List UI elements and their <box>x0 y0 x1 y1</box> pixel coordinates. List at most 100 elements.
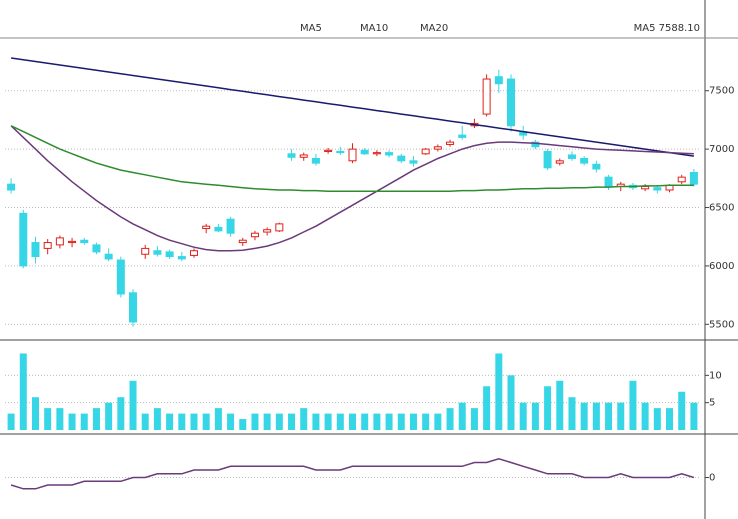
volume-bar <box>178 413 186 430</box>
volume-bar <box>263 413 271 430</box>
candle-body <box>226 218 235 234</box>
candle-body <box>153 250 162 255</box>
volume-bar <box>214 408 222 430</box>
volume-bar <box>434 413 442 430</box>
volume-bar <box>166 413 174 430</box>
candle-body <box>653 187 662 191</box>
volume-bar <box>251 413 259 430</box>
candle-body <box>677 176 686 183</box>
candle-body <box>372 152 381 155</box>
volume-bar <box>361 413 369 430</box>
candle-body <box>348 148 357 162</box>
candle-body <box>263 229 272 233</box>
candle-body <box>189 250 198 256</box>
candle-body <box>446 141 455 145</box>
volume-bar <box>397 413 405 430</box>
volume-bar <box>580 402 588 430</box>
candle-body <box>604 176 613 187</box>
candle-body <box>287 153 296 158</box>
candle-body <box>43 242 52 249</box>
legend-label: MA20 <box>420 23 448 34</box>
candle-body <box>324 149 333 152</box>
candle-body <box>580 157 589 164</box>
volume-bar <box>470 408 478 430</box>
volume-bar <box>7 413 15 430</box>
candle-body <box>360 149 369 155</box>
ma-line <box>10 125 694 192</box>
volume-bar <box>31 397 39 430</box>
volume-bar <box>568 397 576 430</box>
ma-line <box>10 57 695 157</box>
y-tick-label: 6500 <box>709 203 734 214</box>
volume-bar <box>605 402 613 430</box>
indicator-line <box>10 458 695 490</box>
volume-bar <box>239 419 247 430</box>
candle-body <box>104 253 113 260</box>
candle-body <box>19 212 28 267</box>
candle-body <box>567 154 576 159</box>
ma-line <box>10 125 694 252</box>
candle-body <box>214 226 223 232</box>
volume-bar <box>92 408 100 430</box>
volume-bar <box>190 413 198 430</box>
candle-body <box>543 150 552 169</box>
candle-body <box>165 251 174 258</box>
legend-label: MA10 <box>360 23 388 34</box>
chart-title: MA5 7588.10 <box>634 23 700 34</box>
candle-body <box>202 225 211 230</box>
volume-bar <box>507 375 515 430</box>
volume-bar <box>641 402 649 430</box>
y-tick-label: 10 <box>709 370 722 381</box>
volume-bar <box>519 402 527 430</box>
volume-bar <box>105 402 113 430</box>
volume-bar <box>495 353 503 430</box>
volume-bar <box>336 413 344 430</box>
volume-bar <box>117 397 125 430</box>
candle-body <box>116 259 125 295</box>
candle-body <box>494 76 503 85</box>
candle-body <box>177 256 186 260</box>
candle-body <box>250 232 259 238</box>
y-tick-label: 0 <box>709 473 715 484</box>
y-tick-label: 5 <box>709 398 715 409</box>
volume-bar <box>409 413 417 430</box>
y-tick-label: 7000 <box>709 144 734 155</box>
volume-bar <box>68 413 76 430</box>
candle-body <box>385 152 394 156</box>
candle-body <box>311 157 320 164</box>
candle-body <box>7 183 16 191</box>
volume-bar <box>544 386 552 430</box>
candle-body <box>68 240 77 244</box>
candle-body <box>336 150 345 154</box>
candle-body <box>31 242 40 258</box>
candle-body <box>397 155 406 162</box>
volume-bar <box>458 402 466 430</box>
volume-bar <box>227 413 235 430</box>
candle-body <box>592 163 601 170</box>
volume-bar <box>446 408 454 430</box>
volume-bar <box>44 408 52 430</box>
candle-body <box>555 160 564 164</box>
volume-bar <box>129 380 137 430</box>
candle-body <box>80 239 89 244</box>
volume-bar <box>531 402 539 430</box>
candle-body <box>433 146 442 150</box>
volume-bar <box>202 413 210 430</box>
candle-body <box>531 141 540 148</box>
candle-body <box>275 223 284 232</box>
candle-body <box>421 148 430 155</box>
volume-bar <box>275 413 283 430</box>
volume-bar <box>666 408 674 430</box>
candle-body <box>409 160 418 164</box>
volume-bar <box>141 413 149 430</box>
candle-body <box>129 292 138 323</box>
volume-bar <box>617 402 625 430</box>
volume-bar <box>629 380 637 430</box>
volume-bar <box>483 386 491 430</box>
candle-body <box>141 247 150 255</box>
volume-bar <box>153 408 161 430</box>
candle-body <box>92 244 101 253</box>
volume-bar <box>80 413 88 430</box>
volume-bar <box>300 408 308 430</box>
volume-bar <box>288 413 296 430</box>
